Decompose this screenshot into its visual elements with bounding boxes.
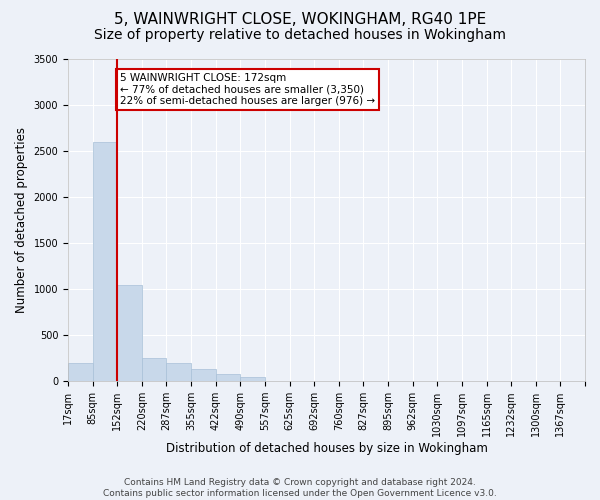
Bar xyxy=(166,363,191,381)
Bar xyxy=(241,376,265,381)
Bar xyxy=(68,363,92,381)
Bar xyxy=(92,142,117,381)
Y-axis label: Number of detached properties: Number of detached properties xyxy=(15,127,28,313)
Bar xyxy=(117,284,142,381)
Text: Size of property relative to detached houses in Wokingham: Size of property relative to detached ho… xyxy=(94,28,506,42)
Text: 5 WAINWRIGHT CLOSE: 172sqm
← 77% of detached houses are smaller (3,350)
22% of s: 5 WAINWRIGHT CLOSE: 172sqm ← 77% of deta… xyxy=(120,73,375,106)
Bar xyxy=(142,358,166,381)
Text: Contains HM Land Registry data © Crown copyright and database right 2024.
Contai: Contains HM Land Registry data © Crown c… xyxy=(103,478,497,498)
Bar xyxy=(216,374,241,381)
X-axis label: Distribution of detached houses by size in Wokingham: Distribution of detached houses by size … xyxy=(166,442,487,455)
Bar xyxy=(191,370,216,381)
Text: 5, WAINWRIGHT CLOSE, WOKINGHAM, RG40 1PE: 5, WAINWRIGHT CLOSE, WOKINGHAM, RG40 1PE xyxy=(114,12,486,28)
